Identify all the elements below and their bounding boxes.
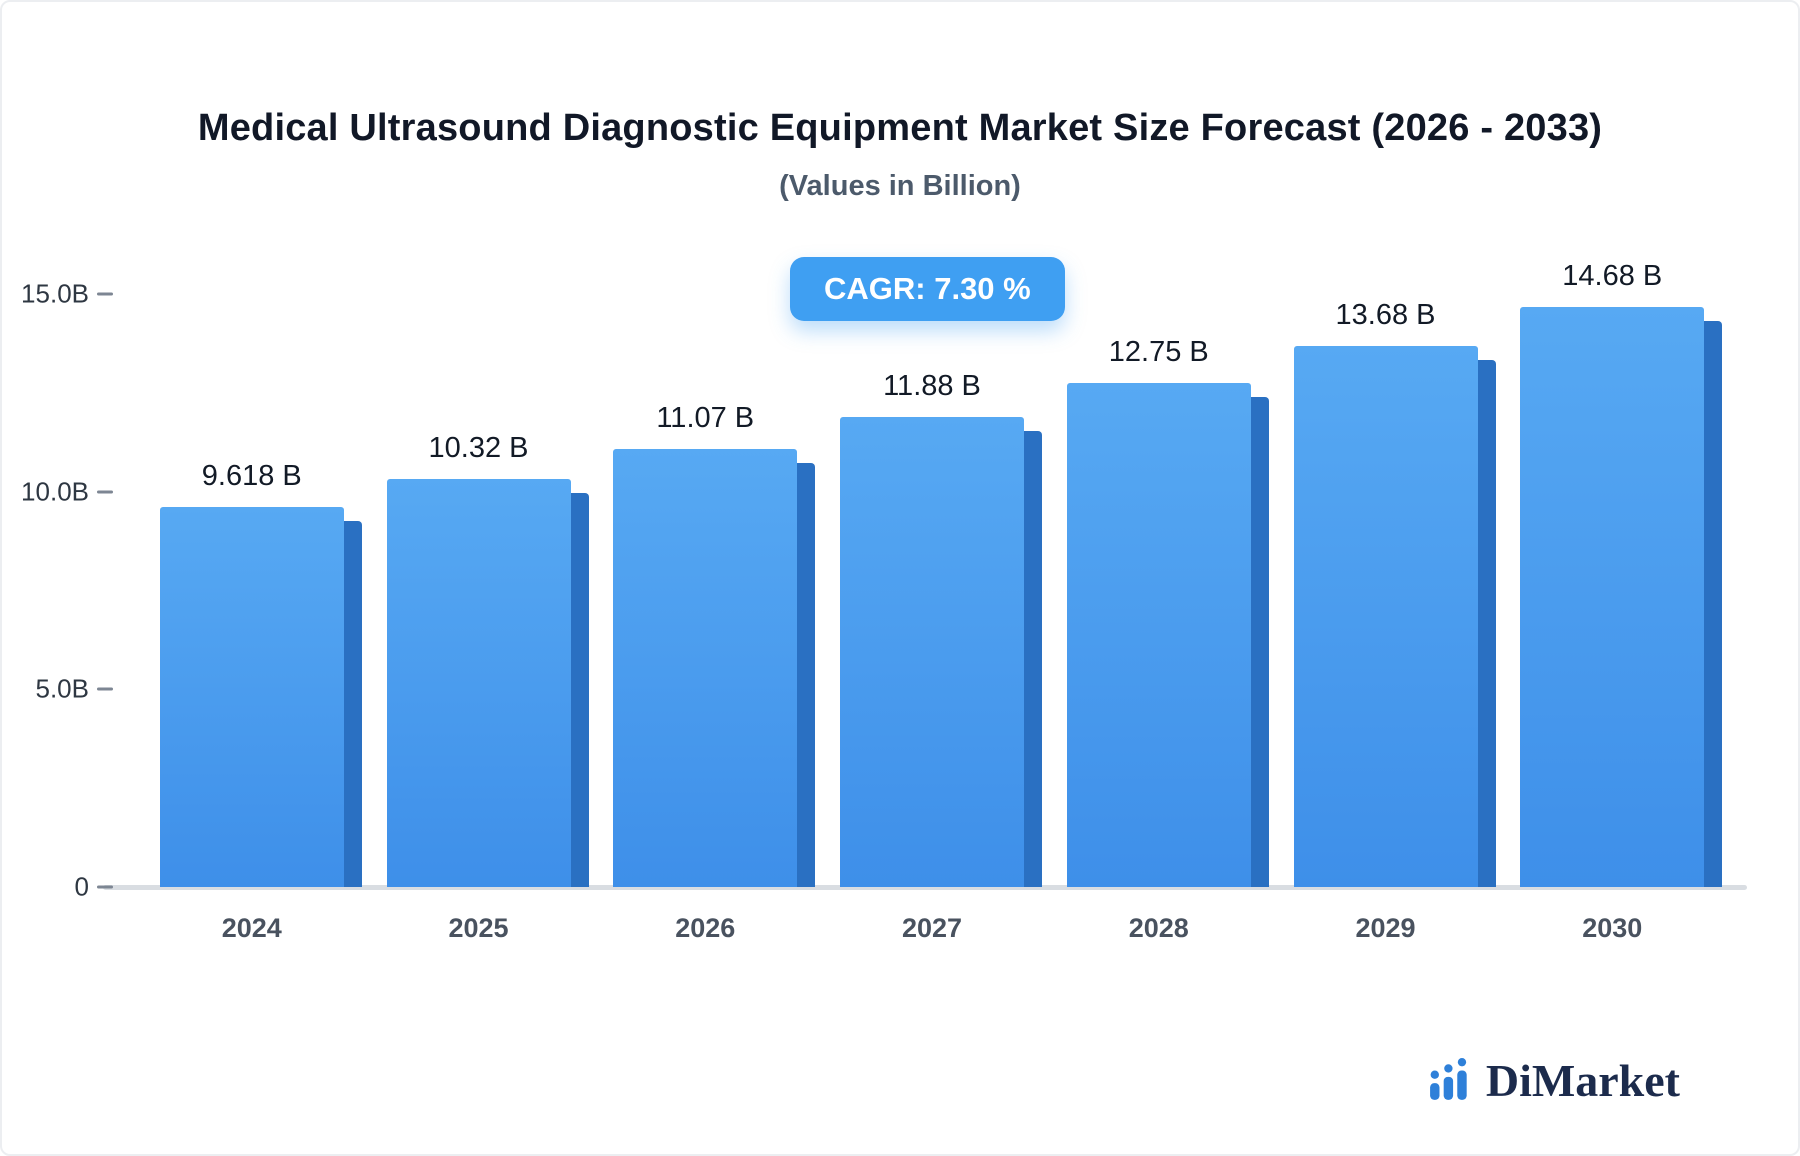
x-axis-label: 2024 xyxy=(221,913,282,943)
bar-group: 9.618 B 2024 xyxy=(159,460,362,943)
bar-value-label: 12.75 B xyxy=(1108,335,1209,368)
cagr-badge: CAGR: 7.30 % xyxy=(790,257,1065,321)
x-axis-label: 2028 xyxy=(1128,913,1189,943)
x-axis-label: 2030 xyxy=(1582,913,1643,943)
y-axis-tick-mark xyxy=(97,885,113,889)
bar-value-label: 11.88 B xyxy=(883,370,981,403)
y-axis-tick-label: 15.0B xyxy=(21,278,89,309)
bar[interactable] xyxy=(159,506,344,887)
chart-title: Medical Ultrasound Diagnostic Equipment … xyxy=(197,107,1603,149)
x-axis-label: 2029 xyxy=(1355,913,1416,943)
bar-group: 13.68 B 2029 xyxy=(1293,299,1496,943)
bar-chart-icon xyxy=(1428,1058,1474,1104)
bar-value-label: 9.618 B xyxy=(201,459,302,492)
bar-value-label: 11.07 B xyxy=(656,402,755,435)
bar-group: 11.88 B 2027 xyxy=(840,370,1042,943)
x-axis-line xyxy=(103,885,1747,890)
y-axis-tick-mark xyxy=(97,490,113,494)
y-axis-tick-label: 0 xyxy=(74,871,89,902)
x-axis-label: 2026 xyxy=(675,913,736,943)
bar-group: 12.75 B 2028 xyxy=(1066,336,1269,943)
bar[interactable] xyxy=(613,449,798,887)
y-axis-tick-mark xyxy=(97,687,113,691)
bar-value-label: 14.68 B xyxy=(1562,259,1663,292)
bar-group: 14.68 B 2030 xyxy=(1520,260,1723,943)
bar[interactable] xyxy=(840,417,1024,887)
dimarket-logo[interactable]: DiMarket xyxy=(1428,1058,1680,1104)
bar-group: 11.07 B 2026 xyxy=(613,402,816,943)
chart-subtitle: (Values in Billion) xyxy=(779,170,1021,202)
bar-value-label: 13.68 B xyxy=(1335,299,1436,332)
y-axis-tick-label: 5.0B xyxy=(35,673,90,704)
bar-value-label: 10.32 B xyxy=(428,432,529,465)
bar[interactable] xyxy=(1520,306,1705,887)
bars: 9.618 B 2024 10.32 B 2025 11.07 B 2026 11.88 B… xyxy=(117,260,1747,943)
bar[interactable] xyxy=(1293,346,1478,887)
y-axis-tick-mark xyxy=(97,292,113,296)
bar[interactable] xyxy=(1066,382,1251,887)
bar[interactable] xyxy=(386,479,571,887)
x-axis-label: 2025 xyxy=(448,913,509,943)
bar-group: 10.32 B 2025 xyxy=(386,432,589,943)
x-axis-label: 2027 xyxy=(901,913,963,943)
logo-text: DiMarket xyxy=(1485,1055,1680,1106)
y-axis-tick-label: 10.0B xyxy=(21,476,89,507)
plot-area: 9.618 B 2024 10.32 B 2025 11.07 B 2026 11.88 B… xyxy=(21,260,1747,943)
